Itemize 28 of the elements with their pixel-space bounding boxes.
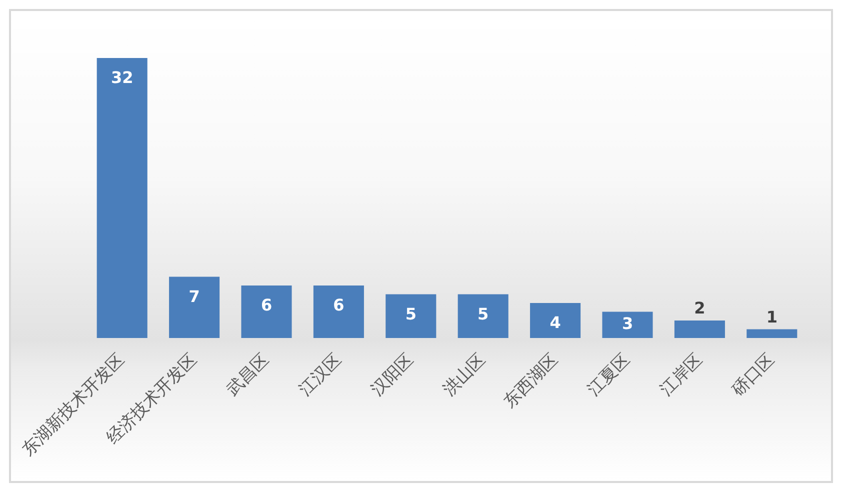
bar xyxy=(674,320,725,338)
data-label: 2 xyxy=(694,298,706,318)
bar xyxy=(386,294,436,338)
x-tick-label: 东西湖区 xyxy=(500,350,562,412)
x-tick-label: 洪山区 xyxy=(440,350,490,400)
data-label: 3 xyxy=(622,314,634,334)
data-label: 32 xyxy=(110,68,134,88)
x-tick-label: 江岸区 xyxy=(656,350,706,400)
bar xyxy=(169,276,220,338)
data-label: 5 xyxy=(405,304,416,324)
bar xyxy=(241,286,292,338)
data-label: 7 xyxy=(188,286,200,306)
bar xyxy=(313,286,364,338)
x-tick-label: 汉阳区 xyxy=(367,350,417,400)
data-label: 4 xyxy=(550,313,561,332)
bar xyxy=(96,58,148,338)
x-tick-label: 江汉区 xyxy=(295,350,345,400)
x-tick-label: 武昌区 xyxy=(222,350,272,400)
data-label: 6 xyxy=(260,296,272,315)
bar xyxy=(746,329,798,338)
data-label: 5 xyxy=(478,304,489,324)
x-tick-label: 硚口区 xyxy=(728,350,778,400)
bar xyxy=(602,312,653,338)
bar xyxy=(458,294,508,338)
bar xyxy=(530,303,581,338)
data-label: 6 xyxy=(333,296,344,315)
data-label: 1 xyxy=(766,307,778,326)
x-tick-label: 江夏区 xyxy=(584,350,634,400)
